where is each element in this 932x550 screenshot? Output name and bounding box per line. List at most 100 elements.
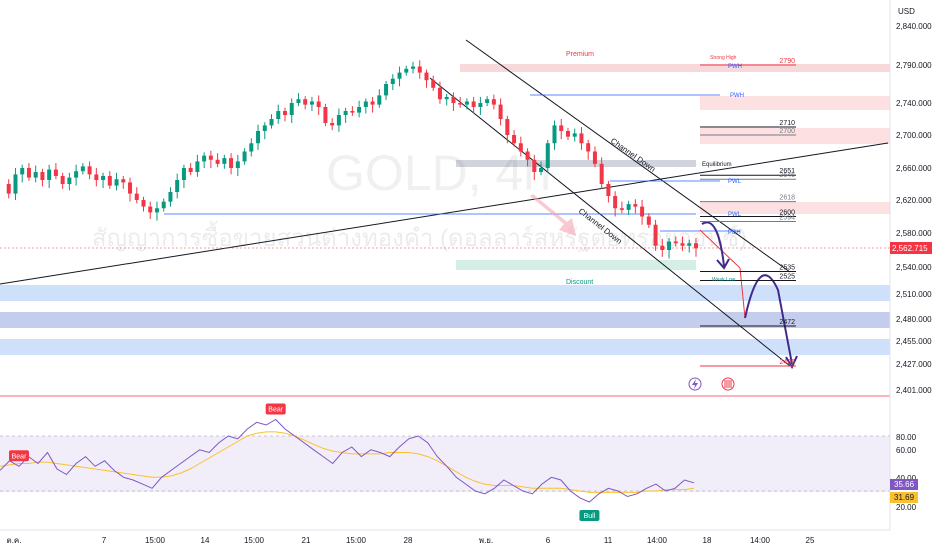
candle-body [417,66,422,73]
candle-body [505,119,510,135]
blue-zone-3 [0,339,890,355]
bull-signal-badge[interactable]: Bull [579,510,600,521]
channel-lower-line[interactable] [429,77,791,367]
candle-body [599,163,604,184]
candle-body [437,87,442,100]
candle-body [397,72,402,79]
price-tick-label: 2,540.000 [896,263,932,272]
candle-body [6,184,11,194]
candle-body [249,143,254,152]
candle-body [539,168,544,172]
time-axis[interactable]: ต.ค. 7 15:00 14 15:00 21 15:00 28 พ.ย. 6 11 14:00 18… [0,529,932,550]
premium-label: Premium [566,51,594,58]
candle-body [444,96,449,100]
level-label: 2700 [779,128,795,135]
price-tick-label: 2,427.000 [896,360,932,369]
rsi-layer: Bear Bear Bull [0,403,890,521]
candle-body [20,168,25,175]
zone-layer [0,64,890,492]
time-tick-label: 25 [806,536,815,545]
candle-body [491,99,496,105]
level-label: 2790 [779,58,795,65]
candle-body [390,78,395,84]
rsi-tick-label: 40.00 [896,474,917,483]
time-tick-label: 14 [201,536,210,545]
rsi-tick-label: 60.00 [896,446,917,455]
candle-body [464,101,469,105]
candle-body [309,101,314,105]
current-price-tag: 2,562.715 [890,242,932,254]
candle-body [60,176,65,184]
pwl-label: PWL [728,179,742,185]
candle-body [296,99,301,103]
level-label: 2525 [779,274,795,281]
time-tick-label: 11 [604,536,613,545]
channel-upper-line[interactable] [465,39,791,273]
ma-value: 31.69 [894,493,915,502]
pwh-label-1: PWH [728,64,742,70]
candle-body [107,176,112,186]
candle-body [458,103,463,105]
candle-body [485,99,490,103]
candle-body [673,241,678,244]
candle-body [336,115,341,126]
candle-body [195,161,200,172]
candle-body [370,101,375,105]
time-tick-label: 28 [404,536,413,545]
level-label: 2646 [779,172,795,179]
pdh-label: PDH [728,230,741,236]
candle-body [161,201,166,209]
strong-high-label: Strong High [710,55,737,61]
candle-body [276,111,281,119]
event-flash-icon[interactable] [688,377,702,391]
candle-body [565,131,570,137]
candle-body [148,206,153,213]
price-tick-label: 2,620.000 [896,196,932,205]
candle-body [619,208,624,210]
candle-body [350,111,355,113]
candle-body [572,133,577,137]
candle-body [384,84,389,96]
candle-body [377,95,382,105]
candle-body [80,166,85,172]
time-tick-label: 21 [302,536,311,545]
time-tick-label: 18 [703,536,712,545]
price-axis[interactable]: USD 2,840.000 2,790.000 2,740.000 2,700.000… [889,0,932,550]
candle-body [498,104,503,119]
weak-low-label: Weak Low [712,277,736,283]
candle-body [330,123,335,126]
level-label: 2710 [779,120,795,127]
candle-body [545,143,550,168]
price-tick-label: 2,580.000 [896,229,932,238]
watermark-symbol: GOLD, 4h [326,145,551,201]
projection-arrow-2 [744,274,793,365]
candle-body [512,135,517,144]
candle-body [26,168,31,178]
candle-body [552,125,557,144]
candle-body [404,68,409,73]
candle-body [640,206,645,217]
candle-body [559,125,564,131]
candle-body [592,151,597,164]
bear-signal-badge[interactable]: Bear [9,450,30,462]
us-flag-icon[interactable] [721,377,735,391]
candle-body [633,204,638,207]
candle-body [411,66,416,69]
trendline[interactable] [0,142,889,285]
candle-body [626,204,631,210]
candle-body [53,169,58,176]
candle-body [579,133,584,144]
candle-body [134,193,139,200]
equilibrium-label: Equilibrium [702,162,732,168]
projection-arrow-1 [701,221,725,267]
pwh-zone [700,96,890,110]
candle-body [215,159,220,164]
candle-body [114,179,119,186]
equilibrium-zone [456,160,696,167]
premium-zone [460,64,890,72]
candle-body [13,174,18,194]
candle-body [208,155,213,160]
bear-signal-badge[interactable]: Bear [265,403,286,415]
